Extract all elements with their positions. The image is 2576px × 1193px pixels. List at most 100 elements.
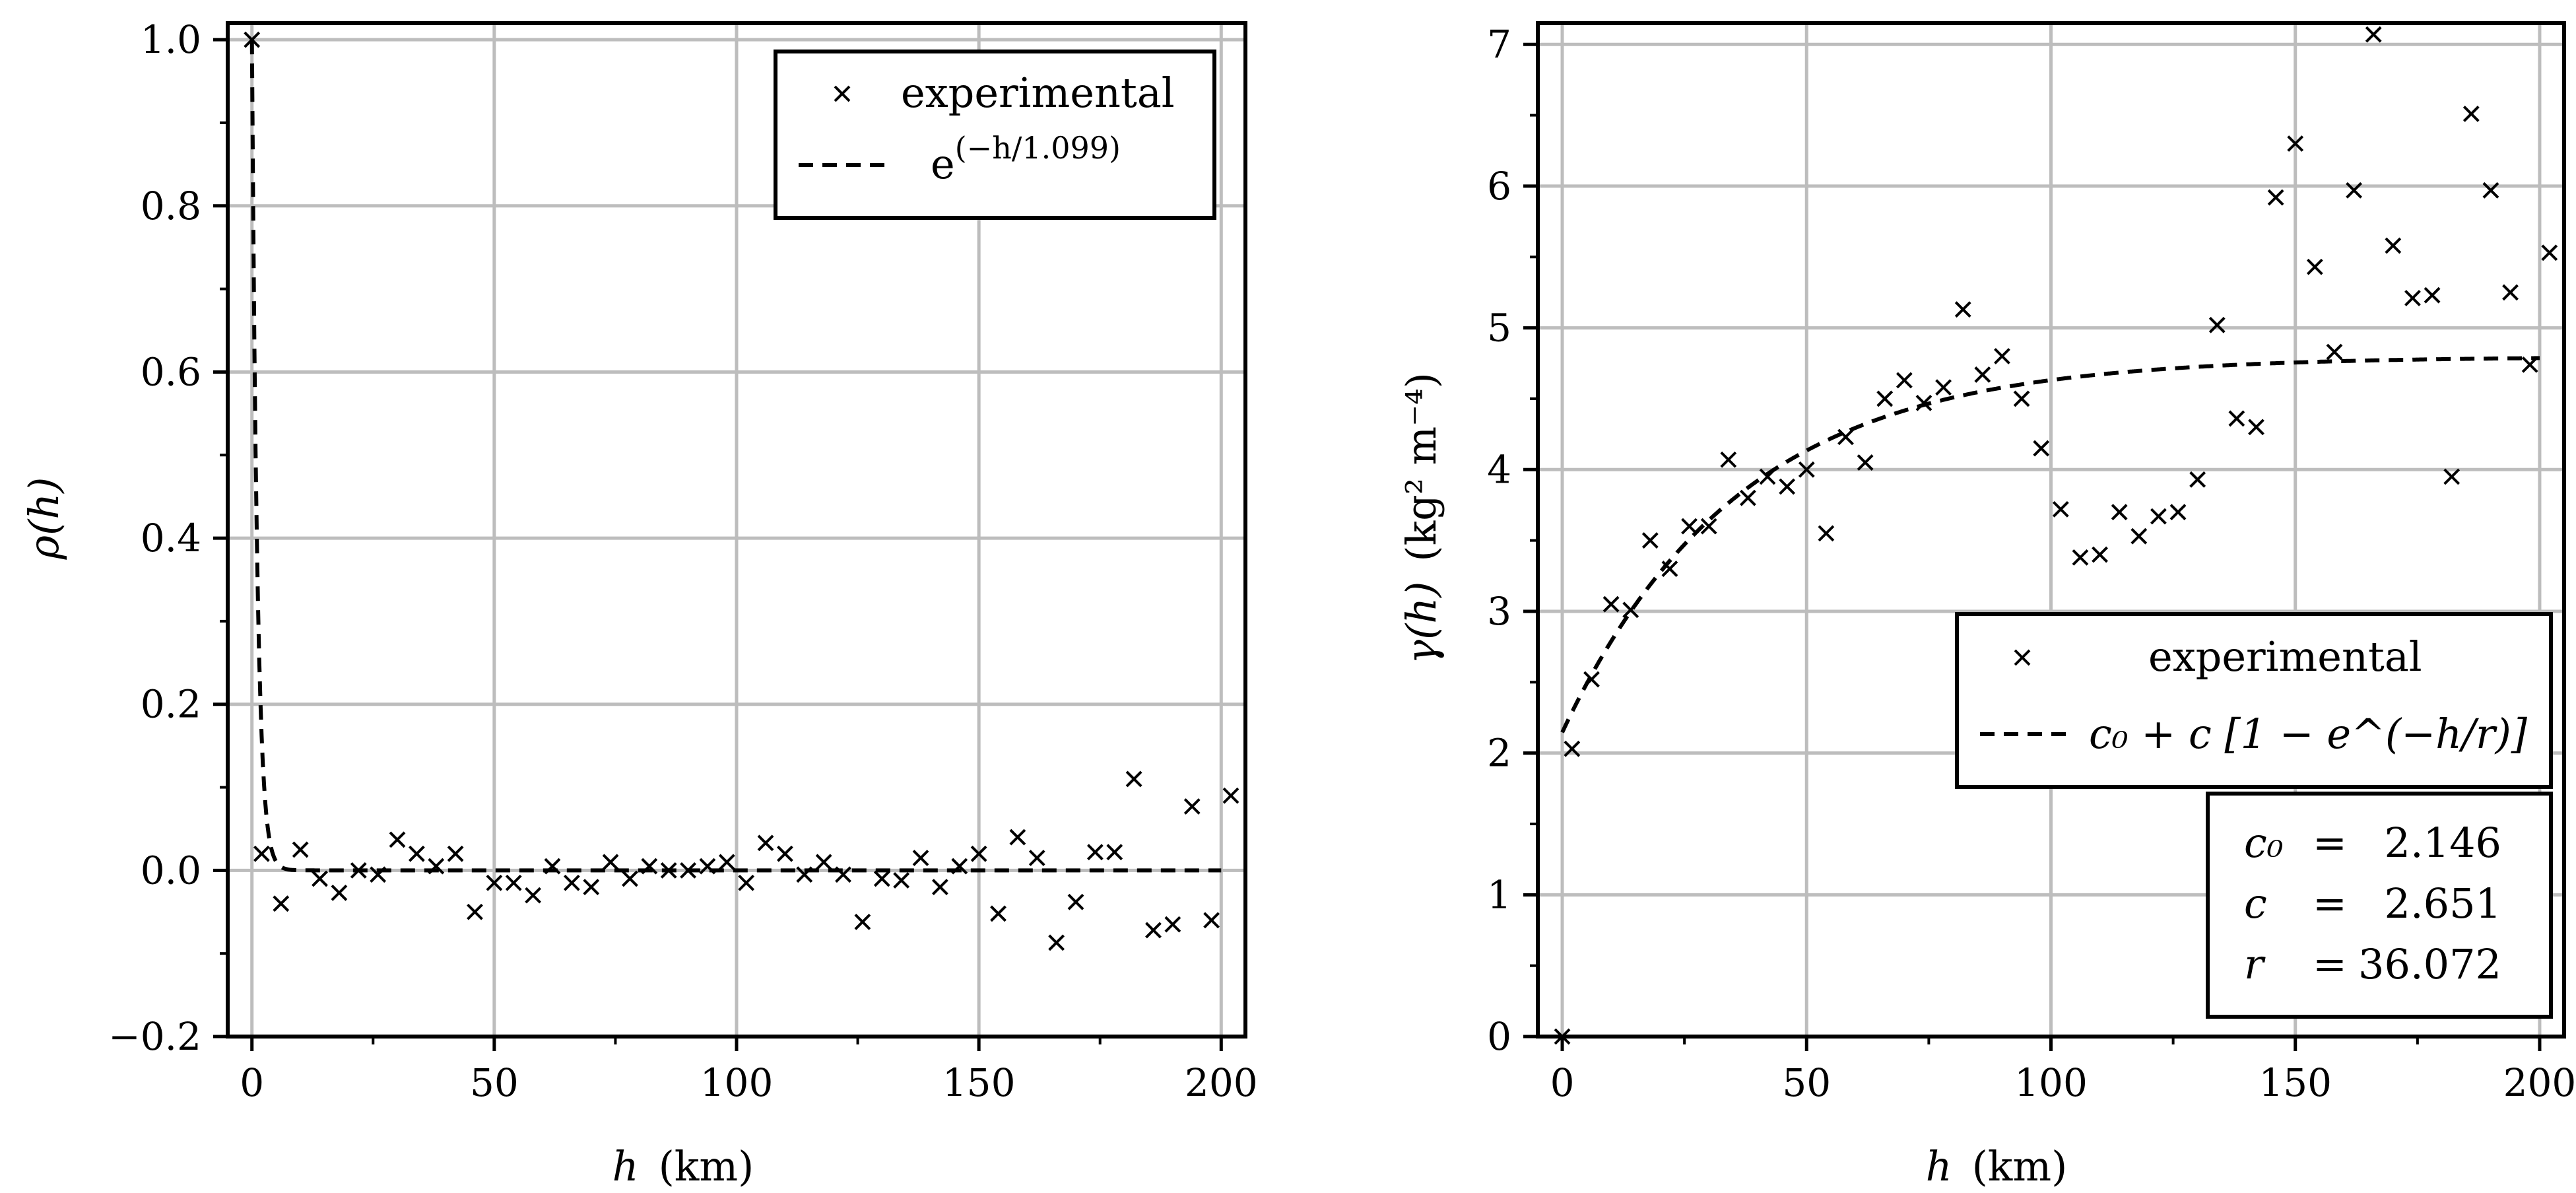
right-plot-fit-curve	[1560, 356, 2540, 733]
right-legend-label-fit: c₀ + c [1 − e^(−h/r)]	[2089, 710, 2528, 758]
left-data-point	[244, 31, 261, 48]
right-data-point	[2130, 528, 2148, 545]
right-data-point	[1759, 468, 1776, 485]
right-data-point	[1798, 461, 1815, 478]
left-data-point	[1106, 844, 1123, 861]
right-data-point	[1602, 596, 1620, 613]
left-data-point	[893, 872, 910, 889]
left-data-point	[350, 862, 367, 879]
left-y-tick-label-4: 0.6	[141, 349, 201, 394]
right-data-point	[2365, 26, 2382, 43]
right-y-tick-label-0: 0	[1487, 1014, 1511, 1059]
left-data-point	[505, 874, 522, 891]
right-data-point	[2111, 504, 2128, 521]
right-data-point	[2462, 105, 2480, 122]
right-data-point	[2502, 284, 2519, 301]
param-r-name: r	[2244, 940, 2266, 988]
left-data-point	[699, 858, 716, 875]
right-data-point	[2228, 410, 2245, 427]
right-y-tick-label-4: 4	[1487, 447, 1511, 492]
right-data-point	[2326, 343, 2343, 360]
right-data-point	[2150, 508, 2167, 525]
left-legend-label-fit: e(−h/1.099)	[931, 130, 1121, 188]
right-data-point	[2092, 546, 2108, 563]
right-data-point	[2267, 189, 2284, 206]
right-data-point	[1915, 394, 1932, 411]
left-data-point	[854, 913, 871, 930]
right-data-point	[2072, 549, 2089, 566]
left-x-tick-label-50: 50	[470, 1060, 519, 1105]
left-y-axis-label: ρ(h)	[20, 477, 68, 561]
right-data-point	[2404, 290, 2421, 306]
right-data-point	[1837, 428, 1854, 446]
right-x-tick-label-150: 150	[2259, 1060, 2332, 1105]
right-data-point	[1779, 478, 1796, 495]
right-data-point	[2189, 471, 2206, 488]
left-data-point	[738, 874, 755, 891]
param-c0-value: 2.146	[2385, 819, 2502, 867]
left-data-point	[525, 887, 542, 904]
left-y-tick-label-5: 0.8	[141, 184, 201, 228]
left-plot-fit-curve	[249, 40, 1222, 873]
left-x-tick-label-200: 200	[1185, 1060, 1258, 1105]
left-data-point	[1183, 798, 1201, 815]
left-data-point	[931, 879, 948, 895]
right-legend-label-experimental: experimental	[2148, 632, 2422, 681]
left-data-point	[447, 845, 464, 862]
left-data-point	[467, 903, 483, 920]
right-data-point	[1641, 532, 1659, 549]
left-y-tick-label-2: 0.2	[141, 682, 201, 727]
left-data-point	[1067, 893, 1084, 910]
left-data-point	[1048, 934, 1065, 951]
left-data-point	[1009, 829, 1026, 846]
left-data-point	[835, 866, 851, 883]
left-data-point	[622, 870, 638, 887]
left-legend-marker-experimental	[834, 85, 851, 102]
right-fit-parameters: c₀ = 2.146 c = 2.651 r = 36.072	[2206, 792, 2553, 1019]
right-data-point	[2306, 258, 2323, 275]
right-legend-marker-experimental	[2014, 649, 2031, 666]
left-data-point	[428, 858, 445, 875]
left-plot-correlogram: 0 50 100 150 200 −0.2 0.0 0.2 0.4 0.6 0.8 1.0 h (km)…	[20, 17, 1258, 1190]
left-x-axis-label: h (km)	[612, 1142, 754, 1190]
right-y-tick-label-6: 6	[1487, 164, 1511, 209]
right-data-point	[1974, 366, 1991, 383]
right-data-point	[1896, 372, 1913, 389]
right-data-point	[1700, 518, 1717, 535]
left-legend: experimental e(−h/1.099)	[774, 50, 1216, 220]
left-y-tick-label-3: 0.4	[141, 516, 201, 561]
left-y-tick-label-6: 1.0	[141, 17, 201, 62]
right-x-tick-label-50: 50	[1782, 1060, 1831, 1105]
right-data-point	[1583, 671, 1600, 688]
param-r-eq: =	[2313, 940, 2347, 988]
right-data-point	[1622, 601, 1639, 619]
left-data-point	[873, 870, 890, 887]
left-data-point	[563, 874, 580, 891]
param-c-value: 2.651	[2385, 879, 2502, 928]
left-data-point	[777, 845, 793, 862]
left-legend-box	[774, 50, 1216, 220]
left-x-tick-label-100: 100	[700, 1060, 774, 1105]
param-c-eq: =	[2313, 879, 2347, 928]
right-data-point	[1681, 518, 1698, 535]
right-data-point	[1876, 390, 1894, 407]
right-data-point	[1935, 379, 1952, 396]
left-data-point	[1028, 850, 1045, 866]
right-y-tick-label-2: 2	[1487, 731, 1511, 776]
left-data-point	[1086, 844, 1104, 861]
right-data-point	[1739, 489, 1756, 506]
right-y-tick-label-1: 1	[1487, 872, 1511, 917]
left-data-point	[273, 895, 290, 912]
left-plot-ticks: 0 50 100 150 200 −0.2 0.0 0.2 0.4 0.6 0.8 1.0	[108, 17, 1257, 1105]
right-legend: experimental c₀ + c [1 − e^(−h/r)]	[1955, 612, 2553, 789]
left-data-point	[912, 850, 929, 866]
right-data-point	[2033, 440, 2050, 457]
left-data-point	[796, 866, 813, 883]
left-data-point	[331, 884, 348, 901]
left-data-point	[970, 845, 987, 862]
left-data-point	[1145, 922, 1162, 939]
right-data-point	[2346, 182, 2363, 199]
left-data-point	[253, 845, 270, 862]
left-fit-curve-line	[249, 40, 1222, 873]
left-data-point	[1164, 916, 1181, 933]
